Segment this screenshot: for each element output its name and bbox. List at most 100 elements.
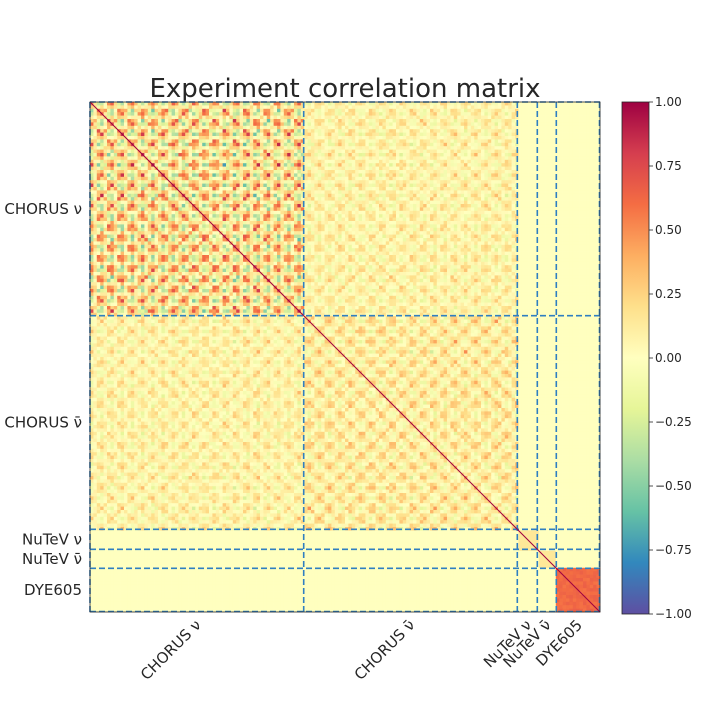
heatmap-cell bbox=[270, 194, 274, 198]
heatmap-cell bbox=[481, 177, 485, 181]
heatmap-cell bbox=[573, 211, 577, 215]
heatmap-cell bbox=[450, 211, 454, 215]
heatmap-cell bbox=[508, 180, 512, 184]
heatmap-cell bbox=[117, 187, 121, 191]
heatmap-cell bbox=[308, 156, 312, 160]
heatmap-cell bbox=[433, 133, 437, 137]
heatmap-cell bbox=[100, 211, 104, 215]
heatmap-cell bbox=[294, 150, 298, 154]
heatmap-cell bbox=[362, 136, 366, 140]
heatmap-cell bbox=[226, 160, 230, 164]
heatmap-cell bbox=[318, 194, 322, 198]
heatmap-cell bbox=[294, 173, 298, 177]
heatmap-cell bbox=[359, 133, 363, 137]
heatmap-cell bbox=[233, 197, 237, 201]
heatmap-cell bbox=[250, 146, 254, 150]
heatmap-cell bbox=[178, 197, 182, 201]
heatmap-cell bbox=[586, 126, 590, 130]
heatmap-cell bbox=[372, 143, 376, 147]
heatmap-cell bbox=[501, 184, 505, 188]
heatmap-cell bbox=[223, 156, 227, 160]
heatmap-cell bbox=[297, 156, 301, 160]
heatmap-cell bbox=[250, 133, 254, 137]
heatmap-cell bbox=[161, 163, 165, 167]
heatmap-cell bbox=[263, 139, 267, 143]
heatmap-cell bbox=[274, 129, 278, 133]
heatmap-cell bbox=[403, 133, 407, 137]
heatmap-cell bbox=[141, 180, 145, 184]
heatmap-cell bbox=[593, 153, 597, 157]
heatmap-cell bbox=[569, 129, 573, 133]
heatmap-cell bbox=[427, 201, 431, 205]
heatmap-cell bbox=[134, 190, 138, 194]
heatmap-cell bbox=[569, 150, 573, 154]
heatmap-cell bbox=[257, 112, 261, 116]
heatmap-cell bbox=[219, 133, 223, 137]
heatmap-cell bbox=[107, 201, 111, 205]
heatmap-cell bbox=[318, 177, 322, 181]
heatmap-cell bbox=[573, 167, 577, 171]
heatmap-cell bbox=[348, 201, 352, 205]
heatmap-cell bbox=[216, 119, 220, 123]
heatmap-cell bbox=[226, 105, 230, 109]
heatmap-cell bbox=[508, 167, 512, 171]
heatmap-cell bbox=[539, 190, 543, 194]
heatmap-cell bbox=[270, 122, 274, 126]
heatmap-cell bbox=[277, 197, 281, 201]
heatmap-cell bbox=[304, 112, 308, 116]
heatmap-cell bbox=[369, 156, 373, 160]
heatmap-cell bbox=[250, 160, 254, 164]
heatmap-cell bbox=[253, 204, 257, 208]
heatmap-cell bbox=[267, 139, 271, 143]
heatmap-cell bbox=[314, 207, 318, 211]
heatmap-cell bbox=[420, 146, 424, 150]
heatmap-cell bbox=[379, 112, 383, 116]
heatmap-cell bbox=[427, 173, 431, 177]
heatmap-cell bbox=[335, 163, 339, 167]
heatmap-cell bbox=[474, 184, 478, 188]
heatmap-cell bbox=[155, 207, 159, 211]
heatmap-cell bbox=[539, 119, 543, 123]
heatmap-cell bbox=[406, 184, 410, 188]
heatmap-cell bbox=[131, 204, 135, 208]
heatmap-cell bbox=[512, 201, 516, 205]
heatmap-cell bbox=[335, 207, 339, 211]
heatmap-cell bbox=[219, 109, 223, 113]
heatmap-cell bbox=[114, 207, 118, 211]
heatmap-cell bbox=[437, 177, 441, 181]
heatmap-cell bbox=[144, 116, 148, 120]
heatmap-cell bbox=[369, 184, 373, 188]
heatmap-cell bbox=[219, 136, 223, 140]
heatmap-cell bbox=[321, 201, 325, 205]
heatmap-cell bbox=[267, 143, 271, 147]
heatmap-cell bbox=[576, 201, 580, 205]
heatmap-cell bbox=[189, 160, 193, 164]
heatmap-cell bbox=[430, 143, 434, 147]
heatmap-cell bbox=[532, 112, 536, 116]
heatmap-cell bbox=[308, 139, 312, 143]
heatmap-cell bbox=[491, 122, 495, 126]
heatmap-cell bbox=[270, 133, 274, 137]
heatmap-cell bbox=[515, 126, 519, 130]
heatmap-cell bbox=[454, 211, 458, 215]
heatmap-cell bbox=[246, 194, 250, 198]
heatmap-cell bbox=[467, 194, 471, 198]
heatmap-cell bbox=[488, 170, 492, 174]
heatmap-cell bbox=[593, 211, 597, 215]
heatmap-cell bbox=[484, 119, 488, 123]
heatmap-cell bbox=[93, 126, 97, 130]
heatmap-cell bbox=[192, 211, 196, 215]
heatmap-cell bbox=[318, 170, 322, 174]
heatmap-cell bbox=[529, 146, 533, 150]
heatmap-cell bbox=[311, 146, 315, 150]
heatmap-cell bbox=[219, 105, 223, 109]
heatmap-cell bbox=[104, 122, 108, 126]
heatmap-cell bbox=[172, 211, 176, 215]
heatmap-cell bbox=[138, 109, 142, 113]
heatmap-cell bbox=[321, 204, 325, 208]
heatmap-cell bbox=[471, 173, 475, 177]
heatmap-cell bbox=[124, 167, 128, 171]
heatmap-cell bbox=[481, 133, 485, 137]
heatmap-cell bbox=[440, 109, 444, 113]
heatmap-cell bbox=[148, 194, 152, 198]
